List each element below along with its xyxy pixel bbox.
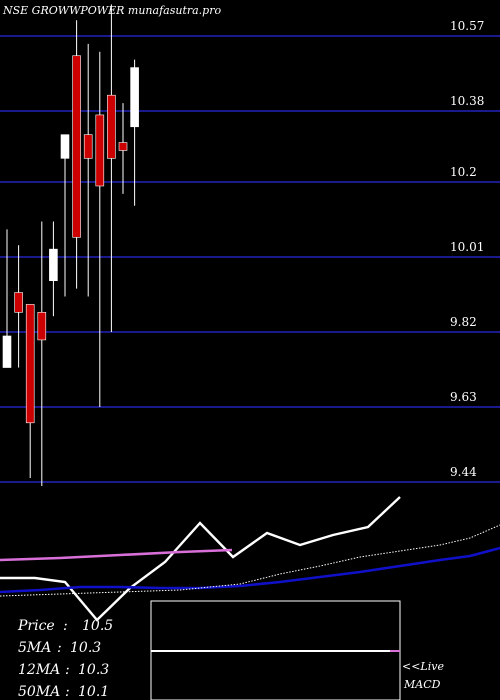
candle-body [83, 134, 93, 159]
macd-box: <<Live MACD [150, 600, 444, 700]
legend-5ma-value: 10.3 [70, 640, 101, 656]
y-tick-label: 9.63 [450, 390, 477, 404]
y-tick-label: 10.57 [450, 19, 484, 33]
legend-price-sep: : [63, 618, 68, 634]
macd-live-label: <<Live [402, 660, 444, 673]
candle-body [118, 142, 128, 151]
legend-12ma-label: 12MA [18, 662, 60, 678]
legend-12ma-value: 10.3 [78, 662, 109, 678]
y-tick-label: 9.44 [450, 465, 477, 479]
candle-body [130, 67, 139, 128]
y-tick-labels: 10.57 10.38 10.2 10.01 9.82 9.63 9.44 [450, 19, 484, 479]
legend-12ma-sep: : [65, 662, 70, 678]
candle-body [49, 248, 58, 282]
candle-body [95, 114, 105, 187]
legend-5ma-label: 5MA [18, 640, 51, 656]
moving-average-lines [0, 496, 500, 622]
legend-50ma-value: 10.1 [78, 684, 109, 700]
candle-body [25, 304, 35, 424]
candle-body [14, 292, 23, 313]
macd-label: MACD [403, 678, 441, 691]
candles [2, 4, 139, 486]
ma-white-line [0, 496, 401, 622]
candle-body [37, 311, 47, 341]
y-tick-label: 9.82 [450, 315, 477, 329]
candle-body [2, 335, 12, 368]
legend-50ma-sep: : [65, 684, 70, 700]
legend-price-label: Price [17, 618, 55, 634]
legend-50ma-label: 50MA [18, 684, 60, 700]
y-tick-label: 10.2 [450, 165, 477, 179]
ma-blue-line [0, 546, 500, 594]
candle-body [107, 94, 116, 159]
legend-price-value: 10.5 [82, 618, 113, 634]
candle-body [60, 134, 70, 159]
legend: Price : 10.5 5MA : 10.3 12MA : 10.3 50MA… [17, 618, 113, 700]
legend-5ma-sep: : [57, 640, 62, 656]
grid-lines [0, 35, 500, 483]
ma-pink-line [0, 548, 233, 562]
candle-body [72, 55, 81, 238]
y-tick-label: 10.38 [450, 94, 484, 108]
y-tick-label: 10.01 [450, 240, 484, 254]
